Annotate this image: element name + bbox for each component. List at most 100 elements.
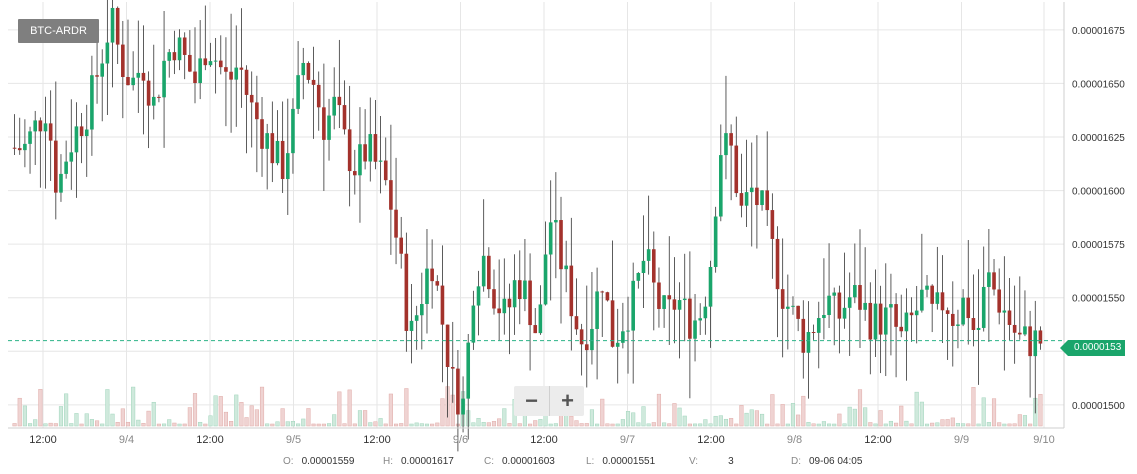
volume-bar: [708, 423, 713, 427]
candle-body: [1017, 332, 1022, 335]
volume-bar: [955, 423, 960, 427]
volume-bar: [321, 423, 326, 427]
candle-body: [394, 209, 398, 238]
candle-body: [461, 398, 465, 415]
candle-body: [945, 310, 950, 314]
candle-body: [126, 77, 130, 86]
volume-bar: [631, 412, 636, 427]
volume-bar: [1012, 423, 1017, 427]
volume-bar: [775, 423, 780, 427]
ohlc-date-value: 09-06 04:05: [809, 456, 863, 467]
candle-body: [151, 96, 156, 106]
candle-body: [517, 280, 522, 300]
volume-bar: [857, 389, 863, 427]
volume-bar: [662, 422, 667, 427]
candle-body: [383, 160, 388, 181]
candle-body: [791, 305, 795, 307]
x-tick-label: 12:00: [29, 434, 57, 446]
candle-body: [48, 123, 53, 141]
candle-body: [327, 115, 331, 140]
volume-bar: [337, 391, 342, 427]
volume-bar: [698, 423, 703, 427]
x-tick-label: 9/5: [286, 434, 301, 446]
candle-body: [827, 295, 831, 315]
candle-body: [976, 327, 981, 330]
y-tick-label: 0.00001500: [1072, 401, 1125, 412]
candle-body: [734, 145, 739, 194]
candle-body: [198, 58, 202, 84]
volume-bar: [275, 421, 280, 427]
volume-bar: [646, 423, 651, 427]
volume-bar: [17, 397, 22, 427]
candle-body: [270, 133, 275, 164]
candle-body: [420, 304, 424, 316]
candle-body: [1028, 326, 1032, 357]
candle-body: [471, 305, 476, 343]
volume-bar: [491, 421, 497, 427]
volume-bar: [198, 421, 203, 427]
volume-bar: [12, 423, 17, 427]
candle-body: [538, 304, 543, 334]
zoom-in-button[interactable]: +: [549, 386, 585, 416]
volume-bar: [430, 423, 435, 427]
candle-body: [935, 292, 940, 304]
candle-body: [966, 297, 971, 319]
volume-bar: [873, 423, 878, 427]
candle-body: [579, 329, 584, 345]
candle-body: [260, 119, 264, 149]
candle-body: [564, 265, 568, 270]
volume-bar: [574, 420, 579, 427]
candle-body: [961, 297, 965, 325]
x-tick-label: 12:00: [363, 434, 391, 446]
volume-bar: [966, 423, 971, 427]
volume-bar: [832, 423, 837, 427]
volume-bar: [1028, 423, 1033, 427]
volume-bar: [38, 389, 43, 427]
candle-body: [574, 316, 579, 330]
candle-body: [456, 368, 460, 415]
candle-body: [435, 281, 440, 286]
candle-body: [84, 129, 89, 137]
candle-body: [146, 80, 151, 106]
candle-body: [677, 300, 682, 310]
volume-bar: [419, 423, 424, 427]
volume-bar: [780, 404, 785, 427]
volume-bar: [997, 422, 1002, 427]
candle-body: [755, 187, 759, 206]
candle-body: [868, 302, 873, 340]
volume-bar: [801, 395, 806, 427]
pair-badge[interactable]: BTC-ARDR: [18, 19, 99, 43]
ohlc-close: C: 0.00001603: [484, 456, 555, 467]
ohlc-open: O: 0.00001559: [283, 456, 354, 467]
candle-body: [285, 153, 290, 180]
x-tick-label: 12:00: [864, 434, 892, 446]
zoom-out-button[interactable]: −: [525, 388, 538, 413]
candle-body: [1038, 330, 1043, 344]
volume-bar: [600, 398, 605, 427]
x-tick-label: 9/8: [787, 434, 802, 446]
x-tick-label: 12:00: [530, 434, 558, 446]
candle-body: [12, 147, 17, 149]
volume-bar: [27, 423, 33, 427]
volume-bar: [904, 420, 909, 427]
volume-bar: [424, 423, 430, 427]
candle-body: [775, 238, 780, 290]
candle-body: [23, 143, 27, 151]
volume-bar: [404, 388, 409, 427]
candle-body: [904, 312, 909, 332]
volume-bar: [53, 423, 58, 427]
candle-body: [296, 75, 300, 109]
candle-body: [749, 187, 754, 193]
candle-body: [311, 79, 316, 85]
volume-bar: [131, 386, 136, 427]
candle-body: [873, 303, 878, 340]
volume-bar: [352, 423, 357, 427]
candle-body: [409, 320, 414, 331]
candle-body: [770, 210, 775, 239]
candle-body: [724, 133, 728, 156]
candle-body: [306, 62, 311, 80]
candle-body: [110, 7, 115, 43]
volume-bar: [842, 423, 847, 427]
volume-bar: [409, 423, 414, 427]
